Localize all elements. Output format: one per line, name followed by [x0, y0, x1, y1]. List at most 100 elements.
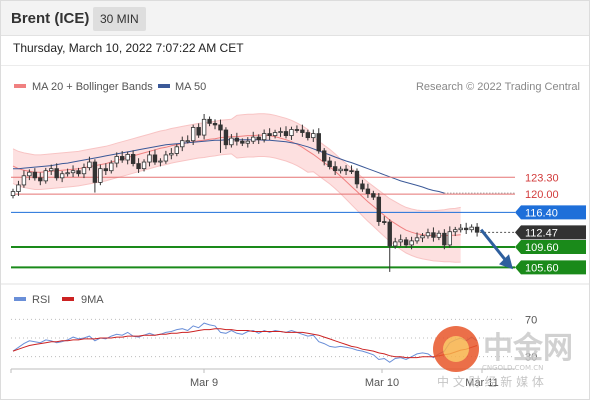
candle-up-body: [420, 235, 425, 239]
candle: [398, 234, 403, 247]
candle: [125, 151, 130, 165]
ma50-legend-swatch: [158, 84, 170, 88]
support-2-label: 105.60: [525, 262, 559, 274]
candle: [180, 136, 185, 152]
watermark-cn-name: 中金网: [483, 331, 573, 366]
candle: [141, 159, 147, 172]
watermark-slogan: 中 文 财 经 新 媒 体: [437, 374, 544, 389]
candle-up-body: [125, 154, 130, 161]
candle: [32, 168, 38, 181]
candle: [169, 148, 174, 160]
candle: [349, 165, 354, 174]
x-tick-label: Mar 9: [190, 377, 218, 389]
candle: [158, 158, 163, 167]
candle-up-body: [409, 240, 414, 246]
candle-up-body: [114, 156, 119, 164]
candle-up-body: [109, 162, 114, 172]
candle-down-body: [130, 154, 136, 164]
candle: [163, 150, 169, 164]
candle: [343, 165, 349, 176]
candle-down-body: [371, 193, 376, 198]
candle: [425, 228, 431, 239]
candle: [59, 170, 65, 183]
candle-down-body: [234, 137, 240, 142]
candle: [147, 150, 152, 167]
candle: [136, 158, 141, 173]
candle-up-body: [49, 168, 54, 172]
ma20-legend-swatch: [14, 84, 26, 88]
candle-up-body: [158, 160, 163, 163]
candle: [120, 151, 125, 163]
candle: [332, 161, 338, 176]
candle-down-body: [240, 140, 245, 144]
candle: [65, 168, 70, 177]
pivot-tag: [515, 205, 586, 220]
candle-up-body: [436, 232, 442, 238]
candle-up-body: [453, 229, 458, 233]
candle-up-body: [141, 161, 147, 170]
resistance-1-label: 120.00: [525, 189, 559, 201]
rsi-line: [12, 322, 478, 363]
candle-up-body: [425, 232, 431, 237]
x-axis: Mar 9 Mar 10 Mar 11: [10, 369, 499, 389]
candle-down-body: [54, 168, 59, 179]
candle-up-body: [81, 167, 87, 175]
candle-up-body: [180, 140, 185, 148]
candle-down-body: [382, 221, 387, 223]
candle: [27, 169, 32, 181]
resistance-2-label: 123.30: [525, 172, 559, 184]
candle: [322, 148, 327, 166]
candle: [272, 129, 278, 139]
candle-down-body: [463, 227, 469, 231]
candle: [365, 183, 371, 198]
candle: [207, 116, 212, 127]
candle-down-body: [305, 132, 311, 139]
candle: [190, 124, 196, 146]
rsi-tick-30: 30: [525, 352, 537, 364]
candle-up-body: [289, 129, 294, 137]
candle-up-body: [174, 146, 179, 154]
candle-up-body: [469, 226, 474, 231]
candle-down-body: [267, 133, 272, 137]
candle: [16, 180, 21, 196]
candle-up-body: [201, 118, 207, 136]
support-1-tag: [515, 239, 586, 254]
candle: [458, 224, 463, 233]
candle: [87, 156, 92, 171]
candle-up-body: [398, 239, 403, 243]
candle-down-body: [431, 232, 436, 238]
candle: [267, 128, 272, 140]
rsi-legend-swatch: [14, 297, 26, 301]
candle: [311, 129, 316, 142]
candle-up-body: [16, 184, 21, 192]
rsi-panel: 70 30: [11, 314, 537, 364]
candle: [261, 129, 267, 143]
candle: [245, 137, 250, 148]
cngold-watermark: 中金网 CNGOLD.COM.CN 中 文 财 经 新 媒 体: [433, 326, 573, 389]
candle: [420, 232, 425, 243]
price-panel: 123.30 120.00 116.40 112.47 109.60 105.60: [10, 113, 586, 275]
support-2-tag: [515, 260, 586, 275]
candle: [251, 131, 256, 144]
ma50-line: [13, 139, 445, 194]
candle: [431, 227, 436, 242]
ma20-legend-label: MA 20 + Bollinger Bands: [32, 81, 153, 93]
candle: [360, 179, 365, 192]
candle: [442, 229, 447, 250]
pivot-label: 116.40: [525, 207, 558, 219]
candle: [185, 135, 190, 144]
candle: [403, 237, 409, 248]
candle-down-body: [300, 129, 305, 133]
candle: [81, 163, 87, 179]
last-price-tag: [515, 225, 586, 240]
candle-down-body: [218, 124, 223, 131]
bollinger-upper-line: [12, 113, 461, 212]
candle: [70, 165, 76, 178]
candle: [392, 237, 398, 249]
candle-down-body: [474, 226, 480, 233]
candle: [43, 167, 48, 184]
candle: [234, 132, 240, 146]
candle: [98, 164, 103, 186]
x-tick-label: Mar 10: [365, 377, 399, 389]
timeframe-badge[interactable]: 30 MIN: [93, 7, 146, 31]
